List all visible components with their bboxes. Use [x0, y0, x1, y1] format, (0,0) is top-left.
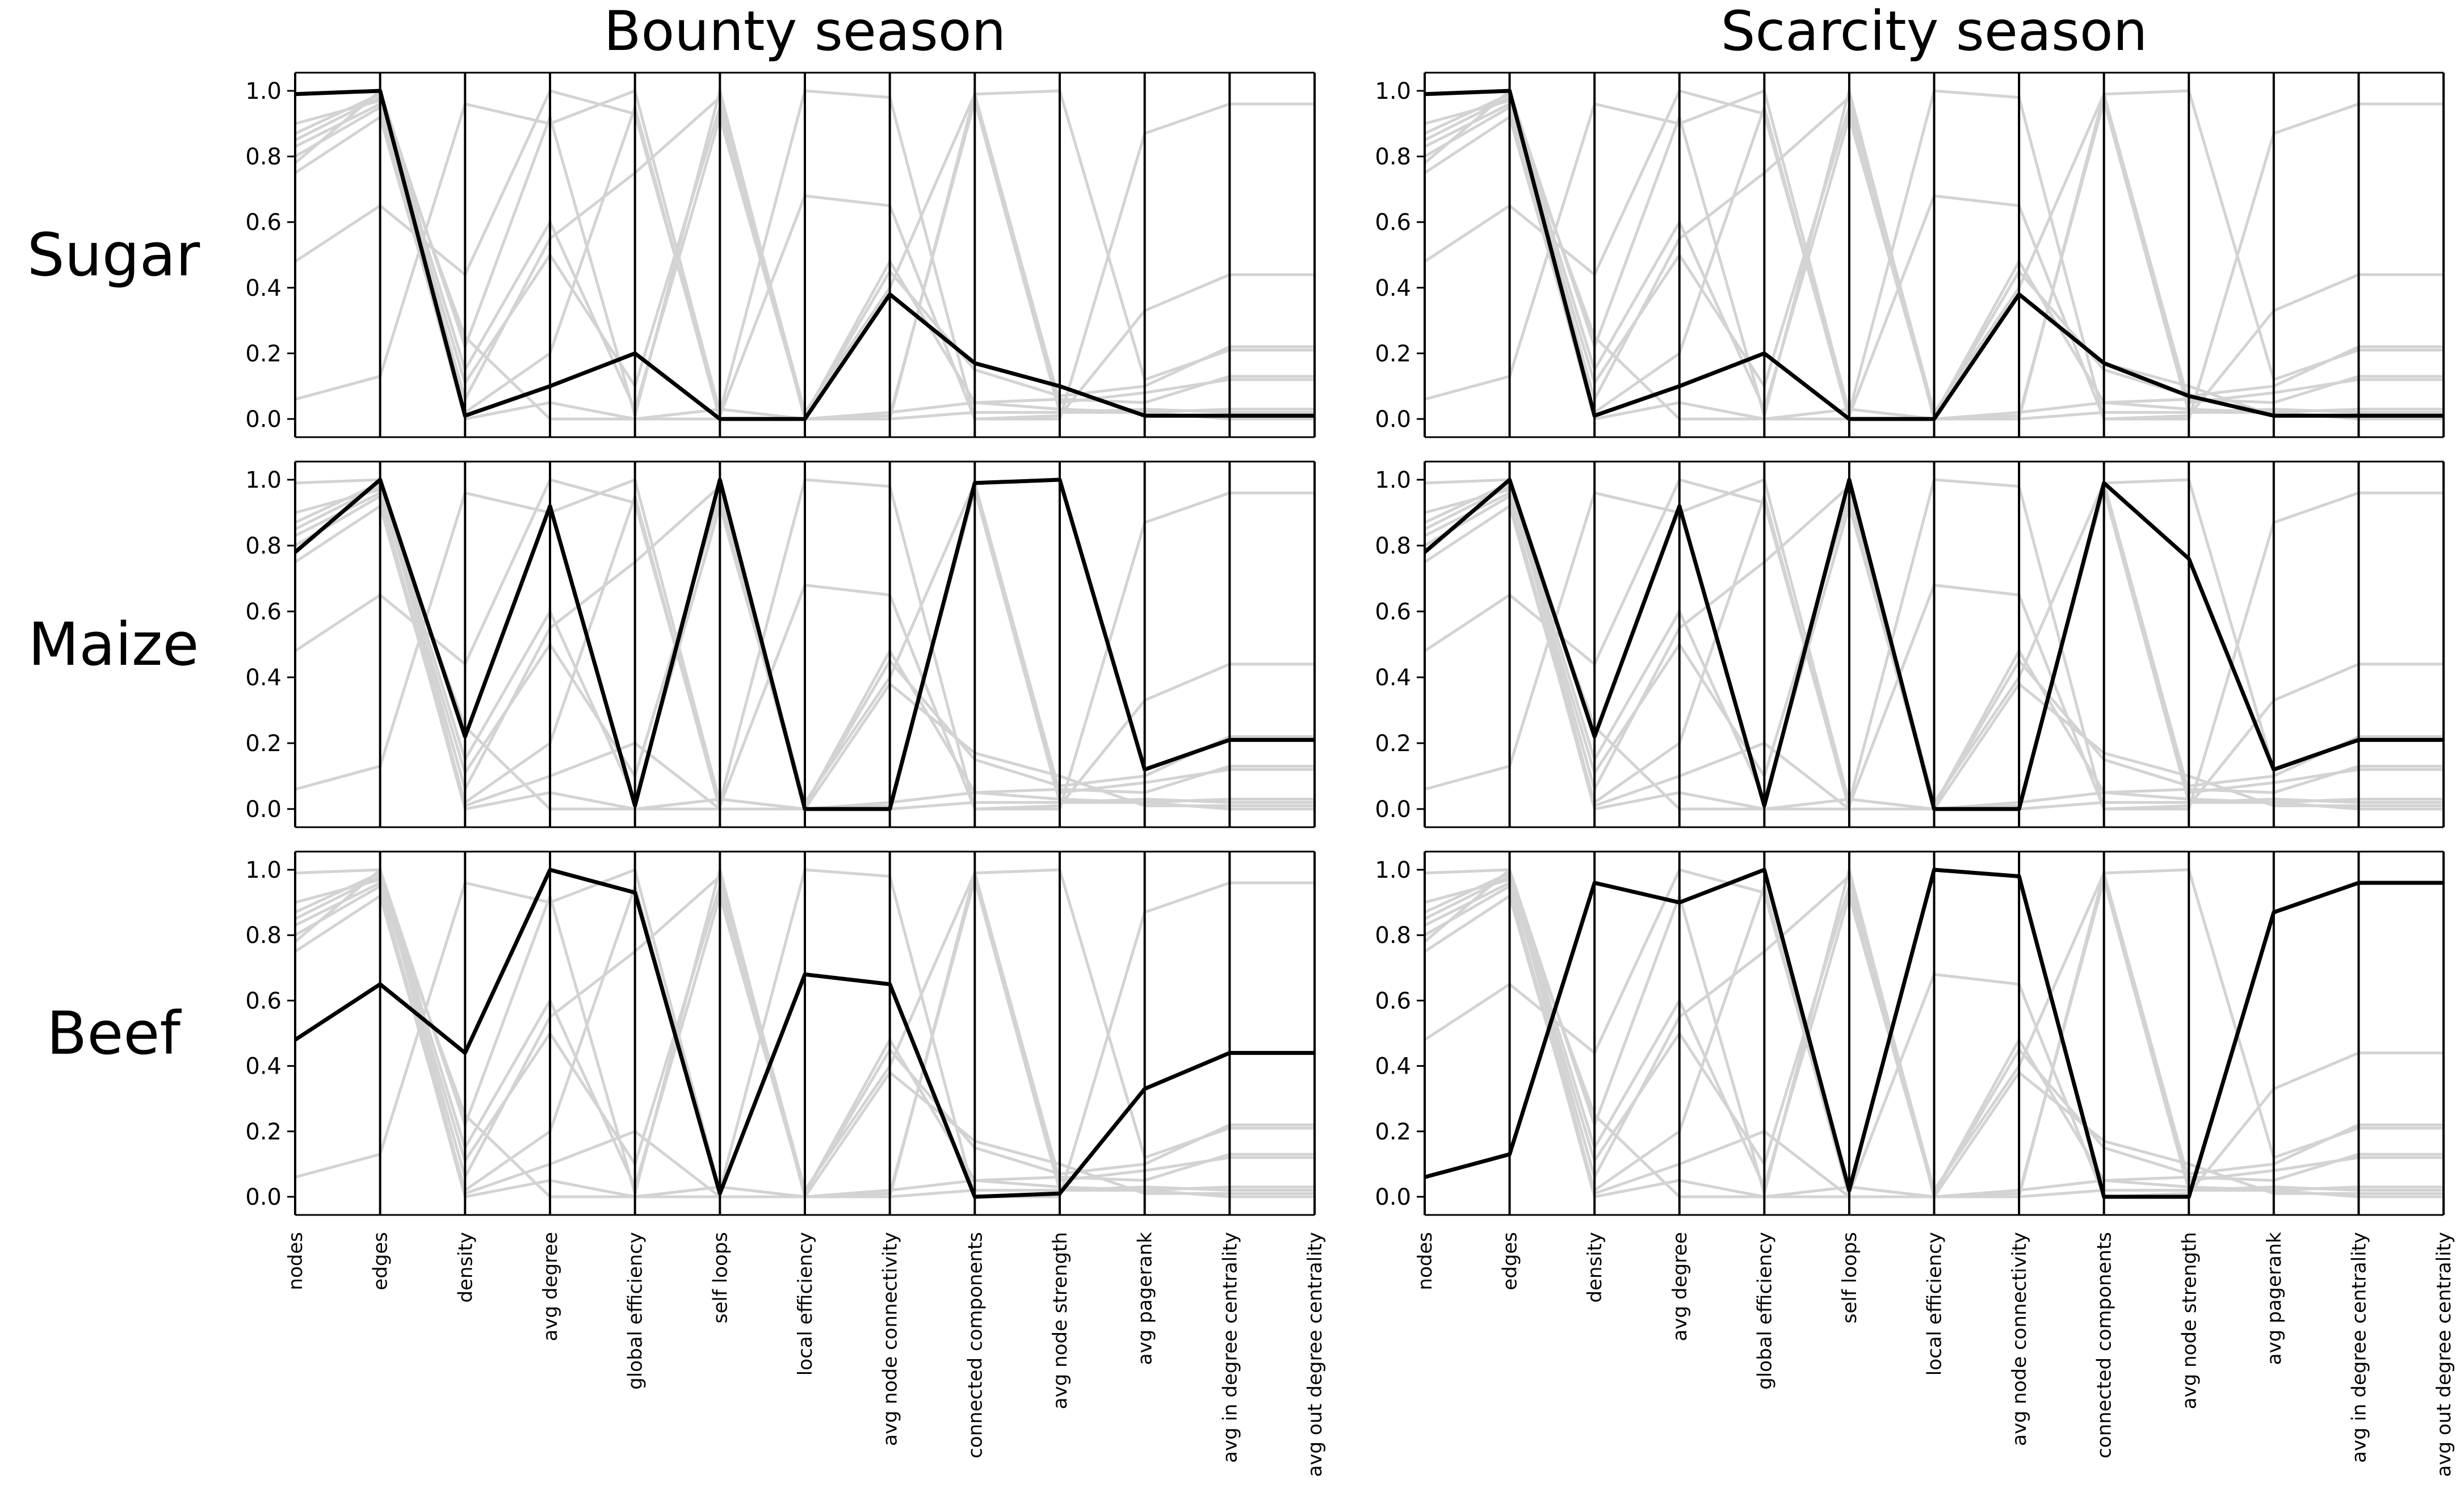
y-tick-label: 0.8	[1375, 533, 1411, 559]
axis-label-avg-node-strength: avg node strength	[1049, 1232, 1072, 1409]
y-tick-label: 0.0	[245, 1184, 282, 1210]
y-tick-label: 0.6	[245, 988, 282, 1014]
axis-label-avg-degree: avg degree	[539, 1232, 562, 1342]
panel-sugar-scarcity-season: 0.0 0.2 0.4 0.6 0.8 1.0	[1375, 73, 2444, 437]
axis-label-local-efficiency: local efficiency	[1924, 1232, 1946, 1376]
y-tick-label: 0.2	[1375, 1119, 1411, 1145]
y-tick-label: 0.6	[245, 599, 282, 625]
y-tick-label: 1.0	[245, 78, 282, 104]
y-tick-label: 0.2	[1375, 341, 1411, 367]
axis-label-nodes: nodes	[284, 1232, 307, 1290]
y-tick-label: 0.8	[245, 923, 282, 949]
y-tick-label: 0.4	[1375, 275, 1411, 301]
axis-label-self-loops: self loops	[709, 1232, 732, 1323]
axis-label-avg-pagerank: avg pagerank	[2263, 1232, 2286, 1365]
panel-beef-scarcity-season: 0.0 0.2 0.4 0.6 0.8 1.0 nodes edges density avg d…	[1375, 852, 2455, 1477]
y-tick-label: 0.0	[245, 797, 282, 823]
y-tick-label: 0.6	[1375, 209, 1411, 236]
axis-label-avg-out-degree-centrality: avg out degree centrality	[2433, 1232, 2455, 1477]
y-tick-label: 0.6	[1375, 599, 1411, 625]
axis-label-edges: edges	[370, 1232, 392, 1290]
panel-maize-scarcity-season: 0.0 0.2 0.4 0.6 0.8 1.0	[1375, 462, 2444, 827]
y-tick-label: 0.8	[1375, 923, 1411, 949]
row-label-maize: Maize	[28, 610, 199, 679]
panel-maize-bounty-season: 0.0 0.2 0.4 0.6 0.8 1.0	[245, 462, 1315, 827]
y-tick-label: 1.0	[1375, 467, 1411, 493]
y-tick-label: 0.4	[245, 1054, 282, 1080]
y-tick-label: 0.0	[1375, 406, 1411, 433]
y-tick-label: 1.0	[245, 857, 282, 883]
y-tick-label: 0.6	[1375, 988, 1411, 1014]
y-tick-label: 0.2	[245, 1119, 282, 1145]
y-tick-label: 0.8	[1375, 144, 1411, 170]
axis-label-global-efficiency: global efficiency	[624, 1232, 647, 1390]
y-tick-label: 0.6	[245, 209, 282, 236]
axis-label-density: density	[1584, 1232, 1606, 1303]
row-label-sugar: Sugar	[27, 220, 200, 290]
y-tick-label: 0.4	[1375, 665, 1411, 691]
y-tick-label: 1.0	[1375, 857, 1411, 883]
y-tick-label: 0.2	[245, 341, 282, 367]
y-tick-label: 0.8	[245, 144, 282, 170]
y-tick-label: 0.8	[245, 533, 282, 559]
axis-label-avg-node-connectivity: avg node connectivity	[879, 1232, 902, 1446]
axis-label-self-loops: self loops	[1838, 1232, 1861, 1323]
y-tick-label: 0.2	[245, 731, 282, 757]
y-tick-label: 0.4	[1375, 1054, 1411, 1080]
axis-label-avg-node-connectivity: avg node connectivity	[2008, 1232, 2031, 1446]
axis-label-connected-components: connected components	[2093, 1232, 2116, 1459]
axis-label-avg-node-strength: avg node strength	[2178, 1232, 2201, 1409]
column-title-bounty-season: Bounty season	[604, 0, 1006, 63]
axis-label-avg-in-degree-centrality: avg in degree centrality	[2348, 1232, 2370, 1463]
axis-label-avg-out-degree-centrality: avg out degree centrality	[1304, 1232, 1327, 1477]
axis-label-density: density	[454, 1232, 477, 1303]
y-tick-label: 0.0	[1375, 797, 1411, 823]
y-tick-label: 0.4	[245, 275, 282, 301]
row-label-beef: Beef	[47, 999, 182, 1068]
axis-label-avg-in-degree-centrality: avg in degree centrality	[1219, 1232, 1241, 1463]
axis-label-nodes: nodes	[1414, 1232, 1437, 1290]
axis-label-edges: edges	[1499, 1232, 1522, 1290]
y-tick-label: 0.2	[1375, 731, 1411, 757]
axis-label-local-efficiency: local efficiency	[794, 1232, 817, 1376]
y-tick-label: 1.0	[1375, 78, 1411, 104]
axis-label-avg-pagerank: avg pagerank	[1134, 1232, 1157, 1365]
panel-beef-bounty-season: 0.0 0.2 0.4 0.6 0.8 1.0 nodes edges density avg d…	[245, 852, 1327, 1477]
column-title-scarcity-season: Scarcity season	[1721, 0, 2148, 63]
y-tick-label: 0.0	[245, 406, 282, 433]
axis-label-avg-degree: avg degree	[1669, 1232, 1691, 1342]
y-tick-label: 0.4	[245, 665, 282, 691]
axis-label-connected-components: connected components	[964, 1232, 987, 1459]
y-tick-label: 0.0	[1375, 1184, 1411, 1210]
axis-label-global-efficiency: global efficiency	[1753, 1232, 1776, 1390]
y-tick-label: 1.0	[245, 467, 282, 493]
panel-sugar-bounty-season: 0.0 0.2 0.4 0.6 0.8 1.0	[245, 73, 1315, 437]
